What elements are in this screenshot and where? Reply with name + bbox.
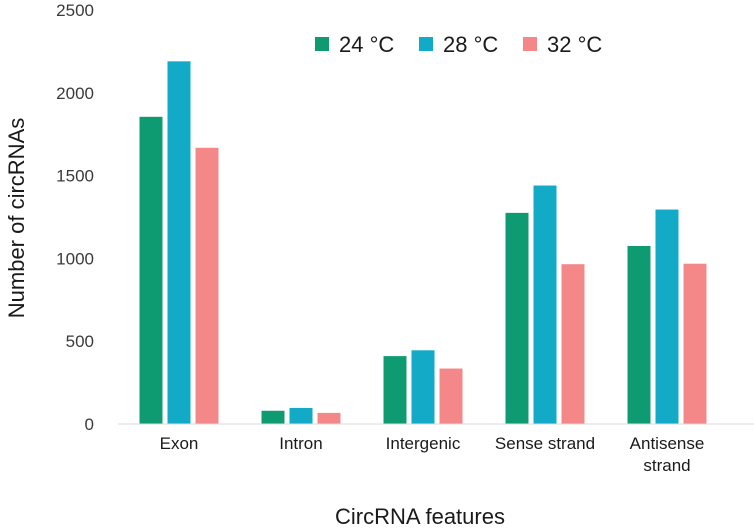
- bar: [383, 356, 407, 424]
- x-tick-label: Exon: [160, 434, 199, 453]
- y-axis-ticks: 0 500 1000 1500 2000 2500: [56, 1, 94, 434]
- legend-swatch: [419, 37, 433, 51]
- x-tick-label-line: Antisense: [630, 434, 705, 453]
- bar: [627, 245, 651, 424]
- bar: [411, 350, 435, 424]
- bar: [317, 412, 341, 424]
- y-tick-label: 2500: [56, 1, 94, 20]
- x-tick-label: Sense strand: [495, 434, 595, 453]
- bar: [195, 147, 219, 424]
- y-tick-label: 0: [85, 415, 94, 434]
- y-axis-title: Number of circRNAs: [4, 118, 29, 318]
- y-tick-label: 1000: [56, 249, 94, 268]
- x-tick-label: Intergenic: [386, 434, 461, 453]
- y-tick-label: 1500: [56, 167, 94, 186]
- x-axis-title: CircRNA features: [335, 504, 505, 529]
- legend: 24 °C 28 °C 32 °C: [315, 32, 602, 57]
- x-tick-label-line: strand: [643, 456, 690, 475]
- x-tick-label: Intron: [279, 434, 322, 453]
- bar: [289, 407, 313, 424]
- y-tick-label: 500: [66, 332, 94, 351]
- legend-label: 28 °C: [443, 32, 498, 57]
- x-tick-label: Antisense strand: [630, 434, 705, 475]
- bar: [683, 263, 707, 424]
- legend-swatch: [315, 37, 329, 51]
- x-axis-category-labels: Exon Intron Intergenic Sense strand Antisens…: [160, 434, 705, 475]
- bar: [561, 264, 585, 424]
- bar: [261, 410, 285, 424]
- legend-label: 24 °C: [339, 32, 394, 57]
- bars: [139, 61, 707, 424]
- bar: [655, 209, 679, 424]
- x-tick-label-line: Exon: [160, 434, 199, 453]
- bar: [167, 61, 191, 424]
- x-tick-label-line: Sense strand: [495, 434, 595, 453]
- y-tick-label: 2000: [56, 84, 94, 103]
- bar: [139, 116, 163, 424]
- bar: [439, 368, 463, 424]
- bar: [533, 185, 557, 424]
- x-tick-label-line: Intergenic: [386, 434, 461, 453]
- bar: [505, 212, 529, 424]
- legend-label: 32 °C: [547, 32, 602, 57]
- x-tick-label-line: Intron: [279, 434, 322, 453]
- legend-swatch: [523, 37, 537, 51]
